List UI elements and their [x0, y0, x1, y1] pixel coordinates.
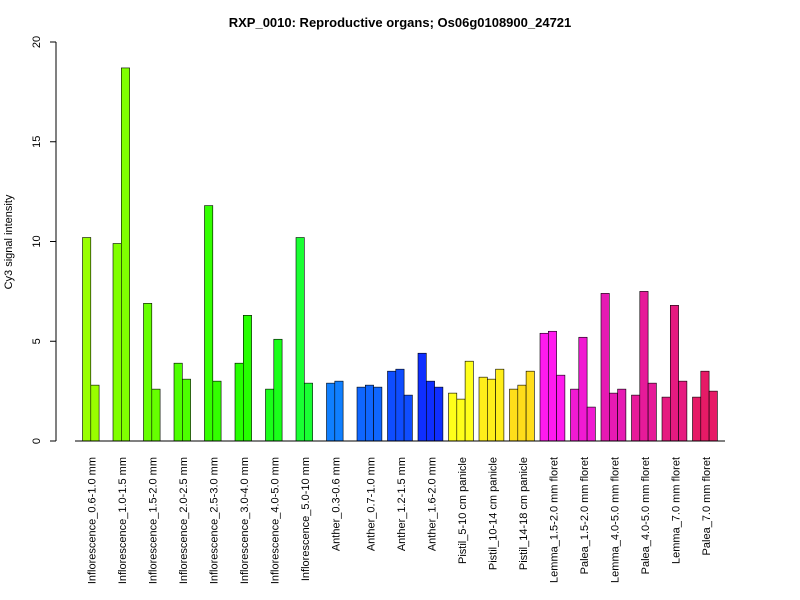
category-label: Pistil_10-14 cm panicle	[487, 457, 499, 570]
bar	[265, 388, 275, 442]
y-axis-label: Cy3 signal intensity	[3, 194, 15, 289]
category-label: Inflorescence_2.5-3.0 mm	[209, 457, 221, 584]
bar	[212, 380, 222, 442]
bar	[631, 394, 641, 442]
category-label: Lemma_4.0-5.0 mm floret	[609, 457, 621, 583]
bar	[495, 368, 505, 442]
bar	[82, 237, 92, 442]
bar	[356, 386, 366, 442]
bar	[334, 380, 344, 442]
category-label: Anther_0.3-0.6 mm	[331, 457, 343, 551]
bar	[478, 376, 488, 442]
bar	[570, 388, 580, 442]
bar	[387, 370, 397, 442]
bars	[82, 67, 718, 442]
bar	[326, 382, 336, 442]
bar	[661, 396, 671, 442]
bar	[692, 396, 702, 442]
bar	[395, 368, 405, 442]
bar	[234, 362, 244, 442]
bar	[151, 388, 161, 442]
category-label: Anther_0.7-1.0 mm	[365, 457, 377, 551]
category-label: Inflorescence_5.0-10 mm	[300, 457, 312, 581]
bar	[364, 384, 374, 442]
bar	[448, 392, 458, 442]
bar	[90, 384, 100, 442]
bar	[678, 380, 688, 442]
category-label: Palea_7.0 mm floret	[701, 457, 713, 555]
bar	[204, 205, 214, 442]
y-tick-label: 10	[31, 235, 43, 247]
bar	[639, 291, 649, 442]
bar	[273, 338, 283, 442]
bar	[434, 386, 444, 442]
category-label: Pistil_14-18 cm panicle	[518, 457, 530, 570]
bar	[617, 388, 627, 442]
y-tick-label: 20	[31, 36, 43, 48]
bar	[173, 362, 183, 442]
bar	[608, 392, 618, 442]
bar	[373, 386, 383, 442]
bar	[556, 374, 566, 442]
category-label: Inflorescence_0.6-1.0 mm	[87, 457, 99, 584]
category-label: Inflorescence_1.0-1.5 mm	[117, 457, 129, 584]
bar	[539, 332, 549, 442]
bar	[403, 394, 413, 442]
bar	[547, 330, 557, 442]
bar	[669, 305, 679, 442]
category-label: Anther_1.2-1.5 mm	[396, 457, 408, 551]
category-label: Inflorescence_4.0-5.0 mm	[270, 457, 282, 584]
bar	[456, 398, 466, 442]
category-label: Lemma_1.5-2.0 mm floret	[548, 457, 560, 583]
bar	[425, 380, 435, 442]
category-label: Anther_1.6-2.0 mm	[426, 457, 438, 551]
y-tick-label: 15	[31, 136, 43, 148]
bar	[143, 303, 153, 442]
bar	[112, 243, 122, 442]
category-label: Inflorescence_3.0-4.0 mm	[239, 457, 251, 584]
bar	[243, 315, 252, 442]
bar	[486, 378, 496, 442]
bar	[525, 370, 535, 442]
bar	[586, 406, 596, 442]
y-axis: 0 5 10 15 20	[31, 36, 57, 444]
bar	[121, 67, 130, 442]
bar	[700, 370, 710, 442]
bar	[578, 336, 588, 442]
y-tick-label: 5	[31, 338, 43, 344]
category-label: Inflorescence_2.0-2.5 mm	[178, 457, 190, 584]
category-label: Lemma_7.0 mm floret	[670, 457, 682, 564]
category-label: Inflorescence_1.5-2.0 mm	[148, 457, 160, 584]
bar	[295, 237, 305, 442]
category-label: Palea_4.0-5.0 mm floret	[640, 457, 652, 574]
category-labels: Inflorescence_0.6-1.0 mm Inflorescence_1.…	[87, 457, 713, 584]
y-tick-label: 0	[31, 438, 43, 444]
bar	[509, 388, 519, 442]
bar	[182, 378, 191, 442]
category-label: Pistil_5-10 cm panicle	[457, 457, 469, 564]
chart-title: RXP_0010: Reproductive organs; Os06g0108…	[229, 15, 572, 30]
bar	[417, 352, 427, 442]
bar	[464, 360, 474, 442]
bar	[708, 390, 718, 442]
bar	[517, 384, 527, 442]
bar	[600, 293, 610, 442]
bar	[647, 382, 657, 442]
category-label: Palea_1.5-2.0 mm floret	[579, 457, 591, 574]
bar	[303, 382, 313, 442]
